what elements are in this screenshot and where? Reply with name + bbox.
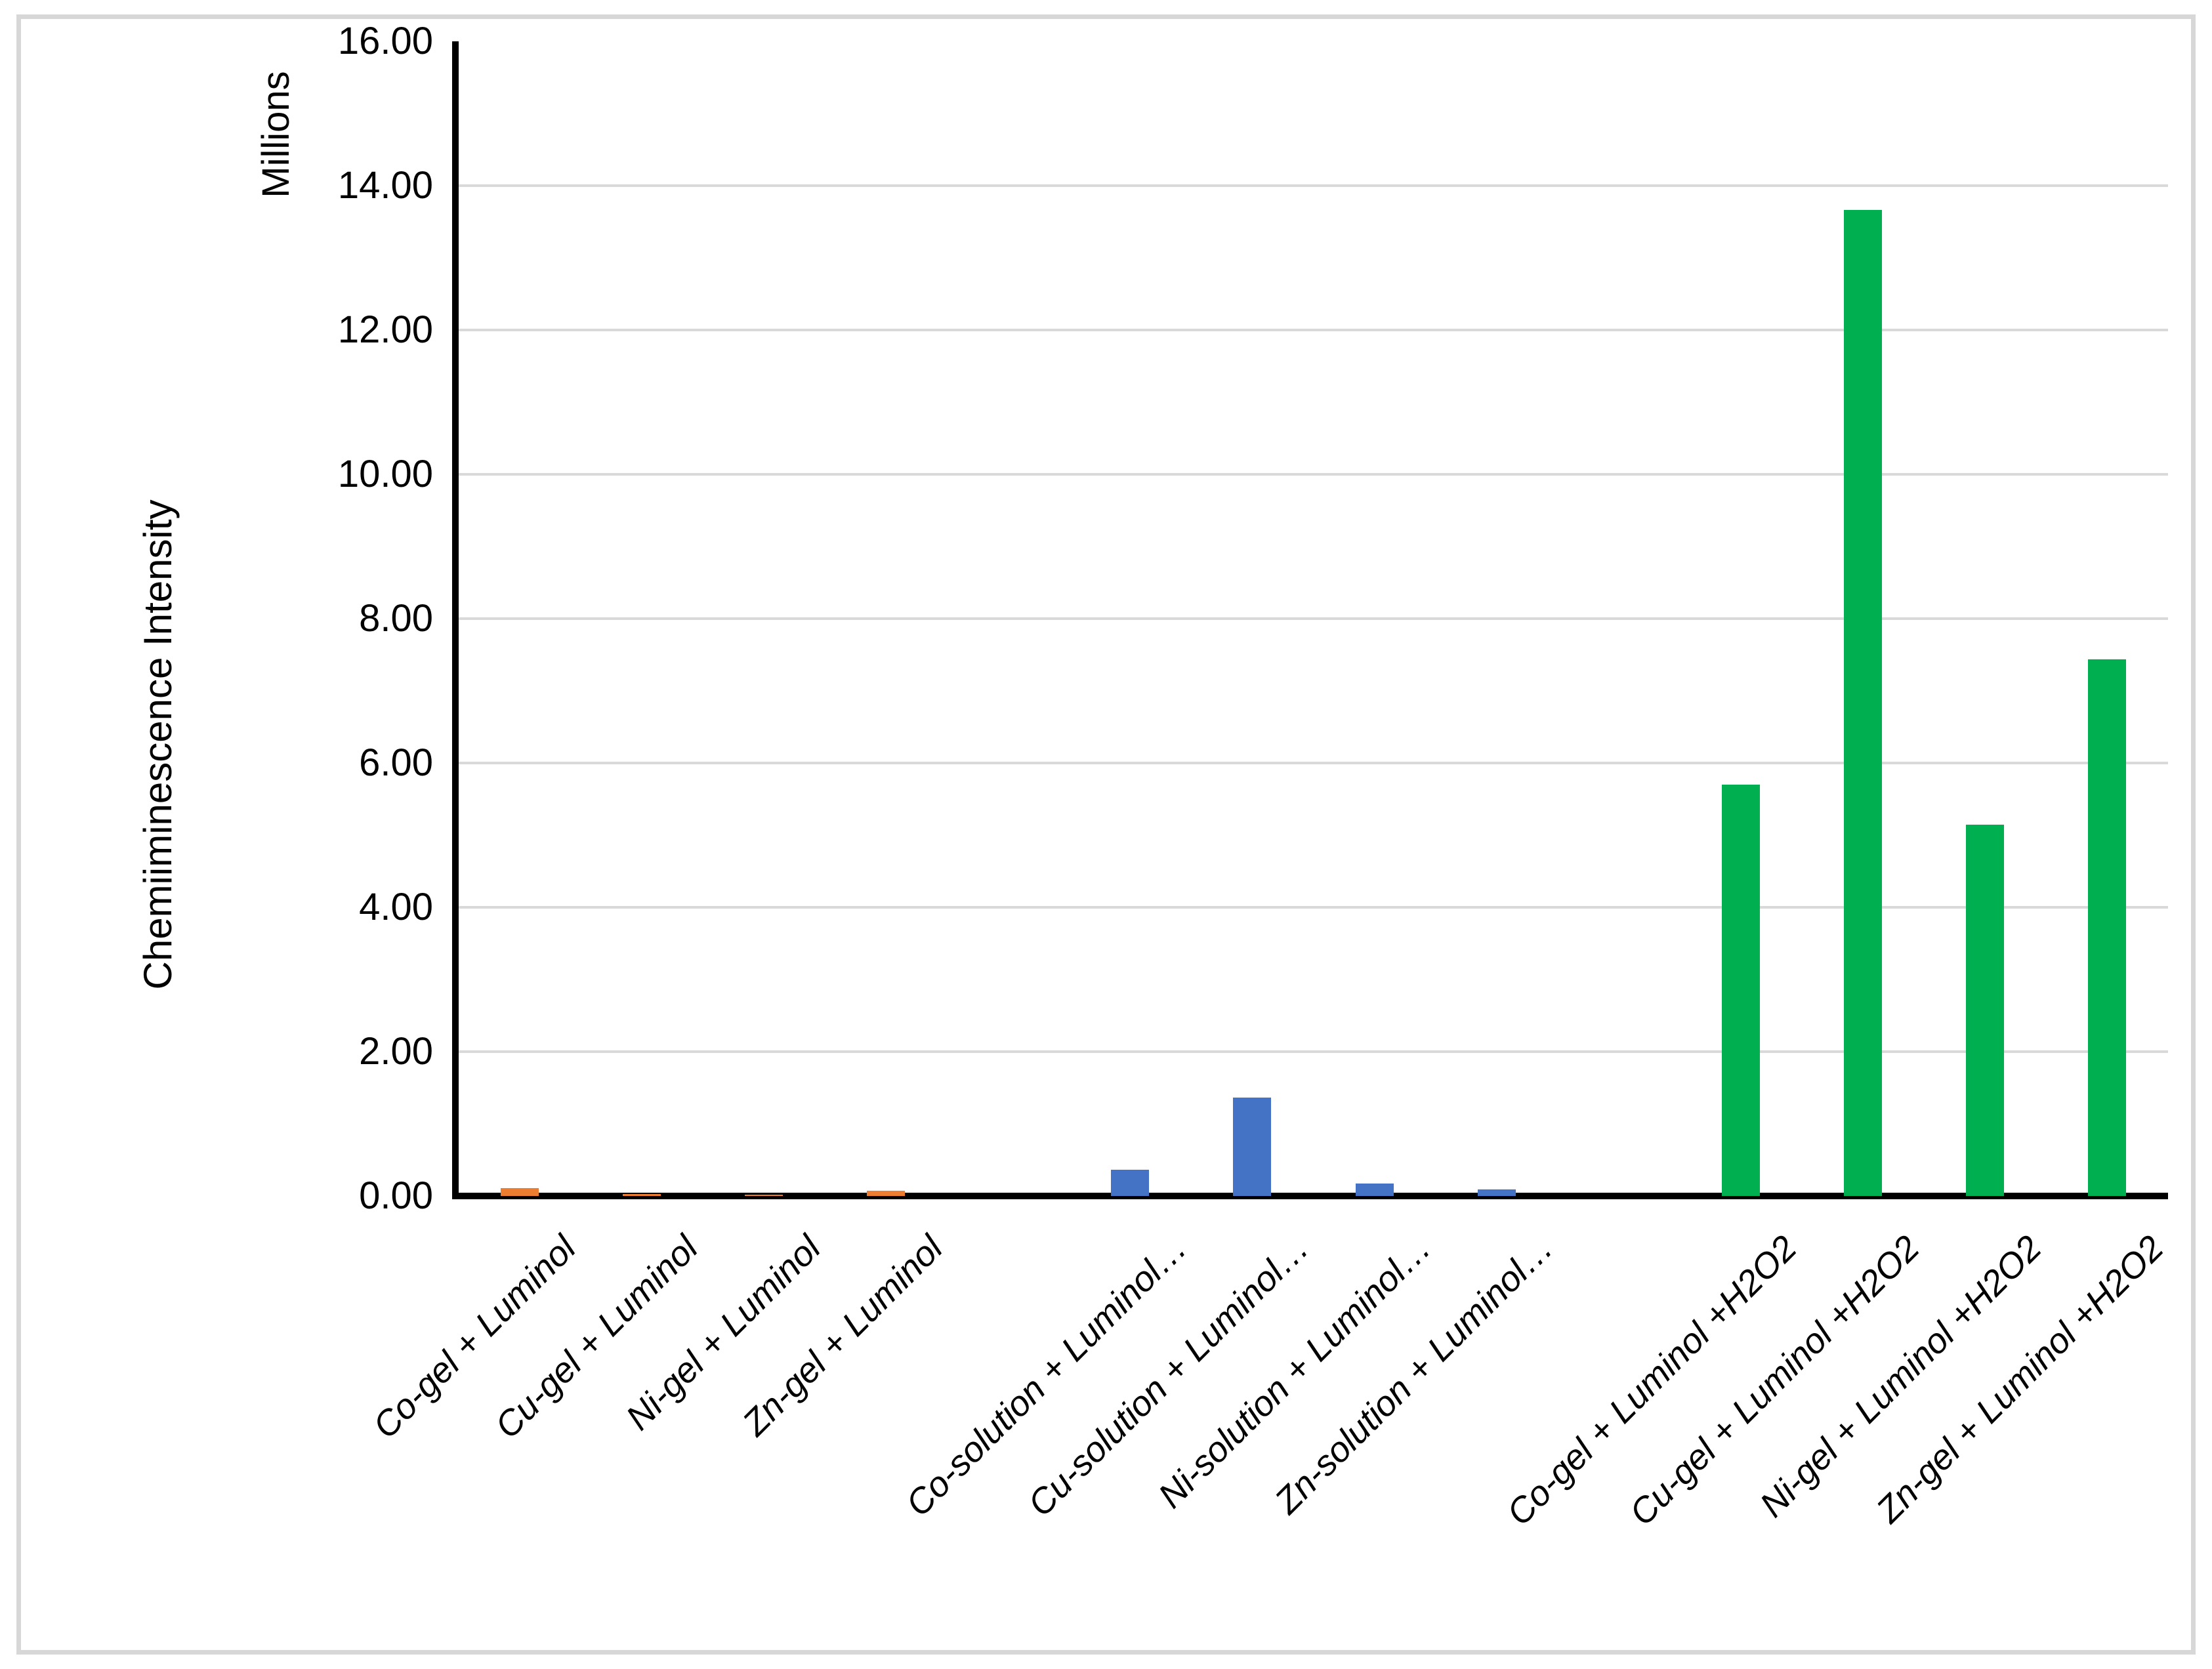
- y-axis-line: [452, 41, 459, 1199]
- y-tick-label: 14.00: [337, 164, 433, 207]
- y-tick-label: 6.00: [359, 741, 433, 784]
- y-tick-label: 16.00: [337, 20, 433, 62]
- bar-ni-gel-luminol-h2o2: [1965, 824, 2004, 1196]
- gridline: [459, 762, 2168, 764]
- bar-co-solution-luminol-: [1111, 1170, 1150, 1196]
- bar-cu-solution-luminol-: [1233, 1098, 1272, 1196]
- gridline: [459, 184, 2168, 187]
- bar-ni-gel-luminol: [745, 1195, 783, 1196]
- gridline: [459, 906, 2168, 909]
- y-tick-label: 0.00: [359, 1174, 433, 1217]
- bar-zn-solution-luminol-: [1477, 1189, 1516, 1196]
- bar-co-gel-luminol: [501, 1187, 539, 1196]
- y-tick-label: 10.00: [337, 453, 433, 495]
- y-tick-label: 8.00: [359, 597, 433, 640]
- y-tick-label: 12.00: [337, 308, 433, 351]
- bar-zn-gel-luminol: [867, 1191, 906, 1196]
- y-axis-title: Chemiiminescence Intensity: [135, 499, 180, 990]
- plot-area: [452, 41, 2168, 1199]
- bar-ni-solution-luminol-: [1355, 1184, 1394, 1196]
- y-tick-label: 4.00: [359, 886, 433, 928]
- gridline: [459, 1050, 2168, 1053]
- bar-cu-gel-luminol: [623, 1193, 661, 1196]
- x-axis-line: [452, 1193, 2168, 1199]
- gridline: [459, 473, 2168, 476]
- bar-zn-gel-luminol-h2o2: [2087, 659, 2126, 1196]
- y-tick-label: 2.00: [359, 1030, 433, 1073]
- bar-co-gel-luminol-h2o2: [1721, 785, 1760, 1196]
- chart-border: [16, 14, 2196, 1655]
- gridline: [459, 329, 2168, 331]
- gridline: [459, 617, 2168, 620]
- bar-cu-gel-luminol-h2o2: [1843, 210, 1882, 1196]
